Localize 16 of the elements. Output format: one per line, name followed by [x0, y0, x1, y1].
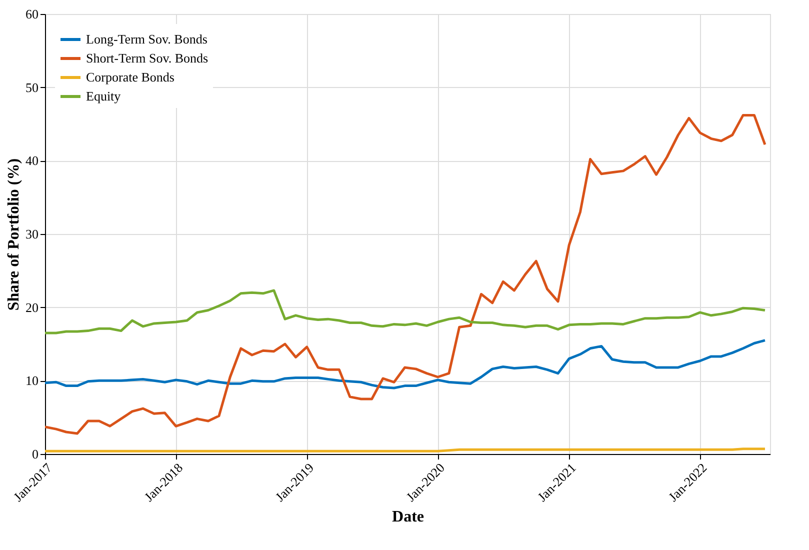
x-axis-title: Date: [392, 508, 424, 526]
line-series: [45, 339, 766, 390]
y-tick-label: 20: [26, 300, 38, 315]
y-tick-label: 10: [26, 373, 38, 388]
line-series: [45, 289, 766, 334]
line-series: [45, 114, 766, 435]
y-tick-label: 40: [26, 153, 38, 168]
y-tick-label: 60: [26, 6, 38, 22]
y-tick-label: 30: [26, 226, 38, 242]
legend-label: Equity: [86, 88, 122, 104]
legend-label: Short-Term Sov. Bonds: [86, 50, 208, 66]
legend-label: Long-Term Sov. Bonds: [86, 32, 208, 46]
y-axis-title: Share of Portfolio (%): [6, 158, 22, 311]
legend-label: Corporate Bonds: [86, 70, 174, 84]
y-tick-label: 50: [26, 80, 38, 95]
y-tick-label: 0: [32, 446, 38, 462]
